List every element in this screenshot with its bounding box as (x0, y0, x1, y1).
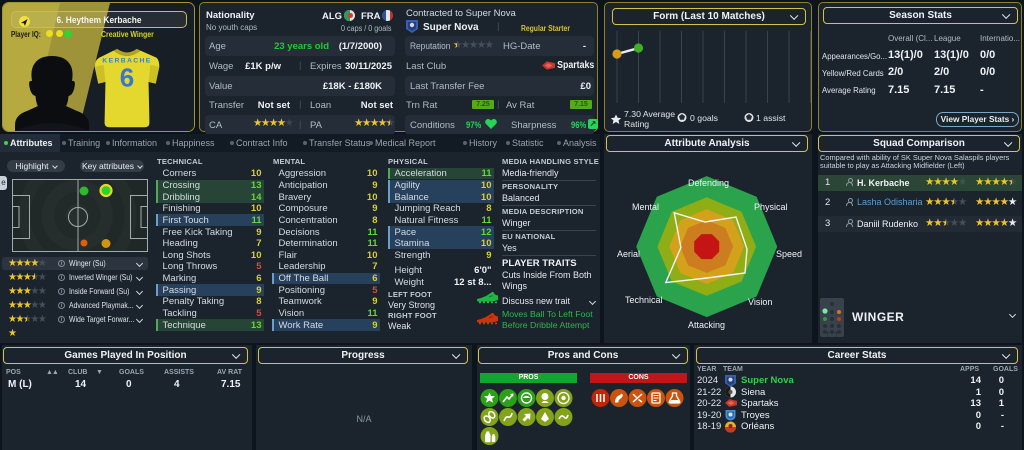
svg-text:6: 6 (120, 64, 134, 92)
svg-text:KERBACHE: KERBACHE (102, 57, 151, 64)
